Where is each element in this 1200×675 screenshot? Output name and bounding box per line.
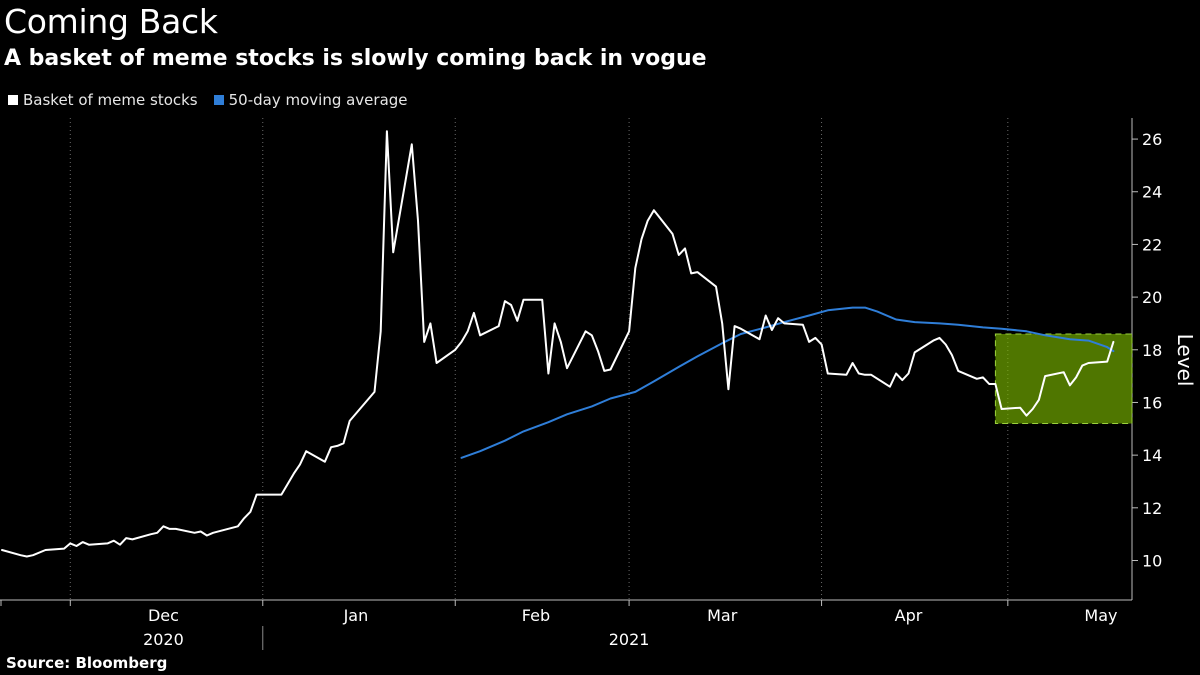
y-tick-label-10: 10	[1142, 551, 1162, 570]
source-note: Source: Bloomberg	[6, 654, 168, 672]
chart-title: Coming Back	[4, 2, 218, 41]
x-tick-label-dec: Dec	[148, 606, 179, 625]
y-tick-label-12: 12	[1142, 499, 1162, 518]
series-line-moving-average	[460, 306, 1115, 459]
x-tick-label-feb: Feb	[522, 606, 550, 625]
y-tick-label-18: 18	[1142, 341, 1162, 360]
x-tick-label-apr: Apr	[895, 606, 923, 625]
legend-swatch-moving-average	[213, 95, 224, 105]
y-tick-label-20: 20	[1142, 288, 1162, 307]
legend-label-moving-average: 50-day moving average	[228, 91, 408, 109]
y-tick-label-22: 22	[1142, 235, 1162, 254]
legend: Basket of meme stocks 50-day moving aver…	[8, 91, 424, 109]
x-tick-label-may: May	[1084, 606, 1117, 625]
x-tick-label-mar: Mar	[707, 606, 738, 625]
legend-label-basket: Basket of meme stocks	[23, 91, 198, 109]
series-line-basket	[1, 130, 1115, 558]
y-tick-label-16: 16	[1142, 393, 1162, 412]
x-tick-label-jan: Jan	[343, 606, 369, 625]
y-tick-label-24: 24	[1142, 183, 1162, 202]
year-label-2020: 2020	[143, 630, 184, 649]
legend-swatch-basket	[8, 95, 18, 105]
year-label-2021: 2021	[609, 630, 650, 649]
y-tick-label-14: 14	[1142, 446, 1162, 465]
chart-subtitle: A basket of meme stocks is slowly coming…	[4, 46, 707, 71]
y-axis-title: Level	[1173, 334, 1197, 387]
legend-item-basket: Basket of meme stocks	[8, 91, 198, 109]
legend-item-moving-average: 50-day moving average	[213, 91, 408, 109]
y-tick-label-26: 26	[1142, 130, 1162, 149]
